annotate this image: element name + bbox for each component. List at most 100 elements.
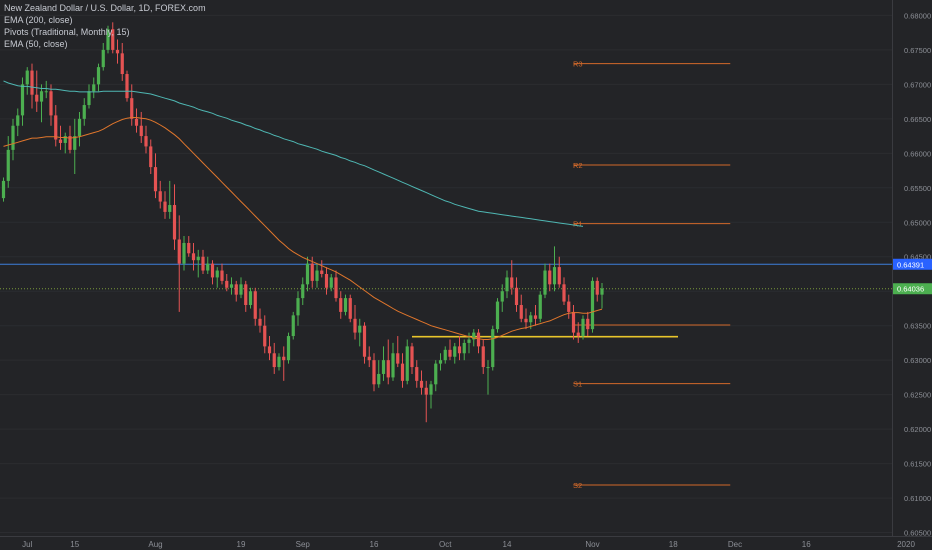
candle[interactable] (191, 242, 196, 271)
candle[interactable] (438, 353, 443, 371)
candle[interactable] (291, 311, 295, 340)
candle[interactable] (286, 332, 291, 364)
candle[interactable] (434, 360, 438, 392)
candle[interactable] (63, 132, 67, 154)
candle[interactable] (343, 294, 348, 316)
candle[interactable] (467, 332, 471, 354)
candle[interactable] (82, 98, 86, 126)
candle[interactable] (462, 339, 466, 361)
candle[interactable] (533, 305, 538, 326)
candle[interactable] (348, 294, 352, 323)
candle[interactable] (486, 360, 490, 395)
candle[interactable] (586, 311, 590, 337)
candle[interactable] (106, 25, 110, 54)
candle[interactable] (457, 336, 462, 361)
candle[interactable] (277, 353, 281, 371)
candle[interactable] (39, 84, 44, 123)
candle[interactable] (44, 80, 48, 99)
candle[interactable] (1, 177, 6, 202)
candle[interactable] (353, 305, 357, 340)
candle[interactable] (163, 191, 167, 219)
candle[interactable] (358, 318, 362, 347)
candle[interactable] (453, 342, 457, 364)
candle[interactable] (101, 42, 105, 71)
candle[interactable] (386, 339, 390, 385)
candle[interactable] (320, 260, 324, 278)
candle[interactable] (6, 136, 10, 188)
candle[interactable] (405, 339, 409, 385)
candle[interactable] (571, 305, 576, 340)
candle[interactable] (324, 267, 329, 295)
candle[interactable] (391, 342, 395, 381)
candle[interactable] (548, 263, 552, 292)
candle[interactable] (244, 280, 248, 312)
candle[interactable] (514, 277, 519, 312)
candle[interactable] (419, 370, 424, 395)
candle[interactable] (68, 125, 72, 154)
candle[interactable] (239, 277, 243, 299)
candle[interactable] (49, 84, 53, 126)
candle[interactable] (590, 277, 595, 333)
candle[interactable] (248, 287, 253, 309)
candle[interactable] (115, 39, 120, 64)
candle[interactable] (329, 273, 333, 292)
candle[interactable] (73, 118, 77, 175)
candle[interactable] (215, 267, 219, 288)
candle[interactable] (220, 263, 224, 285)
candle[interactable] (54, 105, 58, 147)
candle[interactable] (367, 346, 371, 368)
candle[interactable] (567, 294, 571, 319)
candle[interactable] (557, 256, 561, 288)
candle[interactable] (396, 336, 400, 368)
candle[interactable] (538, 291, 542, 323)
candle[interactable] (500, 284, 504, 312)
candle[interactable] (600, 282, 604, 309)
candle[interactable] (495, 298, 500, 333)
candle[interactable] (581, 315, 585, 340)
candle[interactable] (505, 270, 509, 299)
candle[interactable] (443, 346, 447, 364)
candle[interactable] (182, 236, 186, 271)
candle[interactable] (562, 277, 566, 306)
candle[interactable] (301, 277, 305, 306)
candle[interactable] (120, 42, 124, 81)
candle[interactable] (315, 263, 319, 288)
candle[interactable] (576, 322, 580, 343)
candle[interactable] (35, 70, 39, 112)
candle[interactable] (20, 77, 25, 126)
candle[interactable] (25, 67, 29, 95)
candle[interactable] (92, 77, 96, 99)
candle[interactable] (87, 84, 91, 109)
candle[interactable] (400, 353, 405, 388)
candle[interactable] (16, 108, 20, 137)
candle[interactable] (125, 70, 129, 102)
candle[interactable] (377, 360, 381, 388)
candle[interactable] (372, 353, 376, 392)
candle[interactable] (595, 277, 599, 302)
candle[interactable] (476, 329, 481, 354)
candle[interactable] (263, 315, 267, 354)
candle[interactable] (153, 153, 158, 199)
candle[interactable] (429, 380, 433, 409)
candle[interactable] (424, 380, 428, 423)
candle[interactable] (30, 63, 34, 109)
candle[interactable] (158, 180, 162, 209)
candle[interactable] (172, 184, 177, 250)
candle[interactable] (410, 342, 414, 374)
candle[interactable] (229, 277, 234, 295)
candle[interactable] (481, 339, 485, 374)
candle[interactable] (552, 246, 557, 292)
candle[interactable] (305, 256, 310, 292)
candle[interactable] (491, 325, 495, 371)
candle[interactable] (258, 308, 262, 333)
candle[interactable] (415, 360, 419, 388)
candle[interactable] (111, 22, 115, 54)
candle[interactable] (96, 63, 101, 92)
candle[interactable] (510, 260, 514, 295)
candle[interactable] (272, 342, 276, 374)
candle[interactable] (381, 346, 386, 381)
candle[interactable] (144, 125, 148, 154)
candle[interactable] (253, 287, 257, 326)
